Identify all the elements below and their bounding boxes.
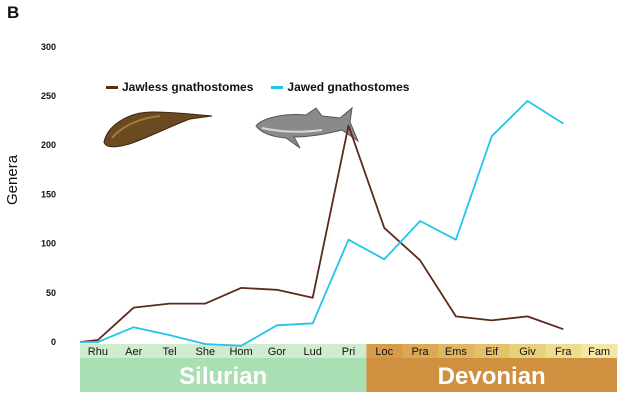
- jawless-fish-illustration: [103, 111, 213, 148]
- stage-block: [402, 344, 439, 358]
- series-lines: [79, 100, 564, 347]
- y-tick-label: 50: [46, 288, 56, 298]
- series-line-jawed: [80, 100, 564, 347]
- x-tick-label: Lud: [304, 346, 322, 358]
- x-tick-label: Pri: [342, 346, 355, 358]
- legend-label-jawed: Jawed gnathostomes: [287, 80, 410, 94]
- y-tick-label: 150: [41, 189, 56, 199]
- x-tick-label: Giv: [519, 346, 536, 358]
- stage-block: [545, 344, 582, 358]
- y-tick-label: 300: [41, 42, 56, 52]
- legend-entry-jawless: Jawless gnathostomes: [106, 80, 253, 94]
- x-tick-label: Fam: [588, 346, 610, 358]
- x-tick-label: Ems: [445, 346, 468, 358]
- stage-block: [473, 344, 511, 358]
- x-tick-label: She: [196, 346, 216, 358]
- y-tick-label: 250: [41, 91, 56, 101]
- x-tick-label: Loc: [375, 346, 393, 358]
- legend: Jawless gnathostomes Jawed gnathostomes: [106, 80, 427, 94]
- y-axis: 0 50 100 150 200 250 300: [41, 42, 56, 347]
- x-tick-label: Eif: [485, 346, 499, 358]
- y-tick-label: 200: [41, 140, 56, 150]
- stage-block: [366, 344, 403, 358]
- stage-band-silurian: [80, 344, 367, 358]
- stage-block: [581, 344, 618, 358]
- period-label: Devonian: [438, 363, 546, 390]
- period-band-silurian: [80, 358, 367, 392]
- legend-label-jawless: Jawless gnathostomes: [122, 80, 254, 94]
- series-line-jawless: [79, 124, 564, 343]
- period-band-devonian: [366, 358, 617, 392]
- x-tick-label: Gor: [268, 346, 287, 358]
- stage-block: [438, 344, 475, 358]
- legend-entry-jawed: Jawed gnathostomes: [271, 80, 409, 94]
- panel-label: B: [7, 3, 20, 22]
- x-tick-label: Pra: [412, 346, 430, 358]
- shark-illustration: [255, 106, 360, 149]
- legend-swatch-jawless: [106, 85, 118, 89]
- x-tick-label: Aer: [125, 346, 142, 358]
- x-tick-label: Fra: [555, 346, 572, 358]
- x-tick-label: Tel: [162, 346, 176, 358]
- y-tick-label: 0: [51, 337, 56, 347]
- y-tick-label: 100: [41, 239, 56, 249]
- legend-swatch-jawed: [271, 85, 284, 89]
- period-bands: Silurian Devonian Rhu Aer Tel She Hom Gor Lud Pri…: [80, 344, 618, 392]
- period-label: Silurian: [179, 363, 267, 390]
- stage-block: [509, 344, 546, 358]
- x-tick-label: Hom: [229, 346, 252, 358]
- x-tick-label: Rhu: [88, 346, 108, 358]
